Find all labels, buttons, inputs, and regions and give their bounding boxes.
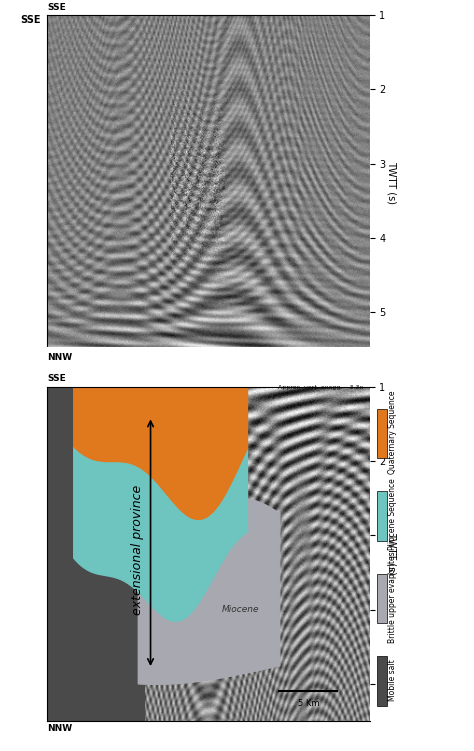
Text: Miocene: Miocene (222, 605, 260, 614)
Text: Approx. vert. exagg. ~3.3x: Approx. vert. exagg. ~3.3x (278, 385, 363, 391)
Text: Pliocene Sequence: Pliocene Sequence (389, 478, 397, 550)
Y-axis label: TWTT (s): TWTT (s) (387, 161, 397, 204)
Text: SSE: SSE (47, 375, 66, 384)
Text: NNW: NNW (47, 724, 73, 733)
Text: extensional province: extensional province (131, 485, 144, 615)
Text: SSE: SSE (20, 15, 41, 25)
Text: NNW: NNW (47, 352, 73, 361)
Text: Brittle upper evaporites: Brittle upper evaporites (389, 551, 397, 643)
Text: SSE: SSE (47, 3, 66, 12)
Text: 5 Km: 5 Km (298, 698, 319, 707)
Text: Mobile salt: Mobile salt (389, 659, 397, 701)
Text: Quaternary Sequence: Quaternary Sequence (389, 390, 397, 474)
Y-axis label: TWTT (s): TWTT (s) (387, 532, 397, 575)
